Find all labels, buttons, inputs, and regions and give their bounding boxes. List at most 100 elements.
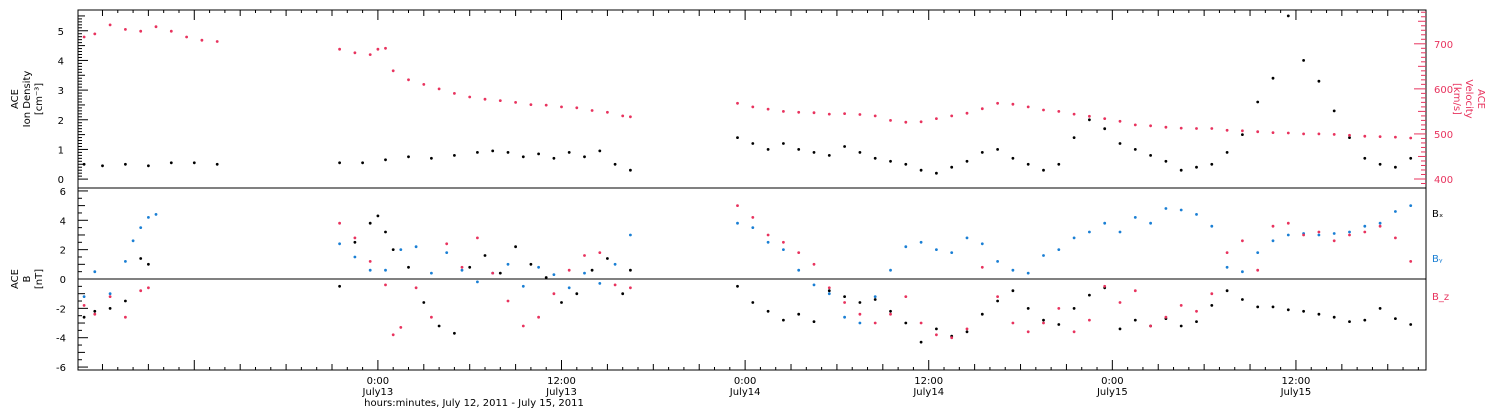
- ion-density-point: [904, 162, 908, 166]
- bz-point: [124, 315, 127, 319]
- x-tick-time: 12:00: [547, 376, 576, 387]
- velocity-point: [751, 105, 755, 109]
- bx-point: [1057, 323, 1061, 326]
- velocity-point: [1133, 123, 1137, 127]
- velocity-point: [606, 110, 609, 114]
- velocity-point: [200, 38, 204, 42]
- ion-density-point: [1042, 168, 1045, 172]
- bz-point: [904, 295, 908, 298]
- bx-point: [812, 320, 816, 323]
- velocity-point: [1149, 124, 1152, 128]
- bfield-tick-label: -6: [56, 363, 66, 374]
- legend-bz: B_z: [1432, 292, 1449, 303]
- bz-point: [950, 336, 954, 340]
- by-point: [93, 270, 97, 274]
- bz-point: [1302, 233, 1305, 237]
- velocity-point: [498, 99, 502, 102]
- bfield-tick-label: 0: [60, 275, 66, 286]
- ion-density-point: [751, 142, 755, 145]
- bz-point: [506, 299, 510, 303]
- bz-point: [827, 286, 831, 290]
- bfield-tick-label: -2: [56, 304, 66, 315]
- by-point: [1348, 230, 1351, 234]
- ion-density-point: [407, 155, 410, 159]
- by-point: [131, 239, 135, 243]
- bx-point: [782, 318, 785, 322]
- ion-density-point: [491, 149, 495, 153]
- velocity-point: [1348, 133, 1351, 137]
- velocity-point: [1118, 119, 1122, 123]
- velocity-point: [139, 29, 143, 33]
- velocity-tick-label: 500: [1434, 130, 1453, 141]
- ion-density-point: [1103, 127, 1107, 131]
- bz-point: [1363, 230, 1367, 234]
- velocity-point: [766, 107, 770, 111]
- bx-point: [82, 315, 86, 319]
- ion-density-point: [1026, 162, 1030, 166]
- bz-point: [353, 236, 357, 240]
- bz-point: [537, 315, 540, 319]
- by-point: [1241, 270, 1244, 274]
- velocity-point: [827, 112, 831, 116]
- by-point: [414, 245, 418, 249]
- plasma-panel-frame: [77, 9, 1427, 189]
- velocity-point: [575, 106, 579, 110]
- by-point: [1164, 207, 1168, 210]
- ion-density-point: [613, 162, 617, 166]
- bz-point: [889, 312, 892, 316]
- by-point: [598, 282, 602, 285]
- ion-density-point: [215, 162, 219, 166]
- ion-density-point: [1195, 165, 1198, 169]
- ion-density-point: [1011, 156, 1015, 160]
- velocity-point: [1394, 135, 1397, 139]
- magnetic-panel: -6 -4 -2 0 2 4 6: [56, 187, 1426, 374]
- bx-point: [453, 331, 456, 335]
- by-point: [108, 292, 112, 296]
- by-point: [782, 248, 785, 252]
- velocity-point: [437, 87, 441, 91]
- velocity-point: [368, 53, 372, 56]
- bx-point: [1317, 312, 1321, 316]
- bx-point: [606, 257, 609, 260]
- ion-density-point: [858, 151, 862, 154]
- by-point: [1210, 224, 1214, 228]
- ion-density-point: [521, 155, 525, 159]
- bx-point: [437, 324, 441, 328]
- bz-point: [1026, 330, 1030, 334]
- velocity-point: [1057, 110, 1061, 113]
- bz-point: [1103, 284, 1107, 288]
- bz-point: [399, 326, 403, 329]
- velocity-point: [422, 83, 426, 86]
- bz-point: [1164, 315, 1168, 319]
- by-point: [384, 268, 387, 272]
- bz-point: [1088, 318, 1091, 322]
- bfield-tick-label: -4: [56, 334, 66, 345]
- velocity-point: [154, 25, 158, 29]
- by-point: [338, 242, 341, 246]
- bx-point: [1225, 289, 1229, 293]
- bx-point: [751, 301, 755, 304]
- bz-point: [368, 260, 372, 263]
- bz-point: [552, 292, 556, 296]
- velocity-point: [1026, 105, 1030, 109]
- density-tick-label: 0: [58, 175, 64, 186]
- velocity-point: [889, 119, 892, 122]
- ion-density-point: [101, 164, 104, 168]
- by-point: [82, 295, 86, 298]
- bx-point: [1118, 327, 1122, 331]
- bx-point: [575, 292, 579, 296]
- by-point: [1103, 221, 1107, 225]
- bx-point: [468, 265, 472, 269]
- ion-density-point: [980, 151, 984, 154]
- ion-density-point: [361, 161, 364, 165]
- by-point: [766, 240, 770, 244]
- bz-point: [430, 315, 433, 319]
- bx-point: [1072, 307, 1076, 310]
- velocity-point: [858, 113, 862, 116]
- ion-density-point: [1378, 162, 1382, 166]
- by-point: [1256, 251, 1260, 255]
- ion-density-point: [192, 161, 196, 165]
- bx-point: [621, 292, 625, 296]
- bz-point: [598, 251, 602, 255]
